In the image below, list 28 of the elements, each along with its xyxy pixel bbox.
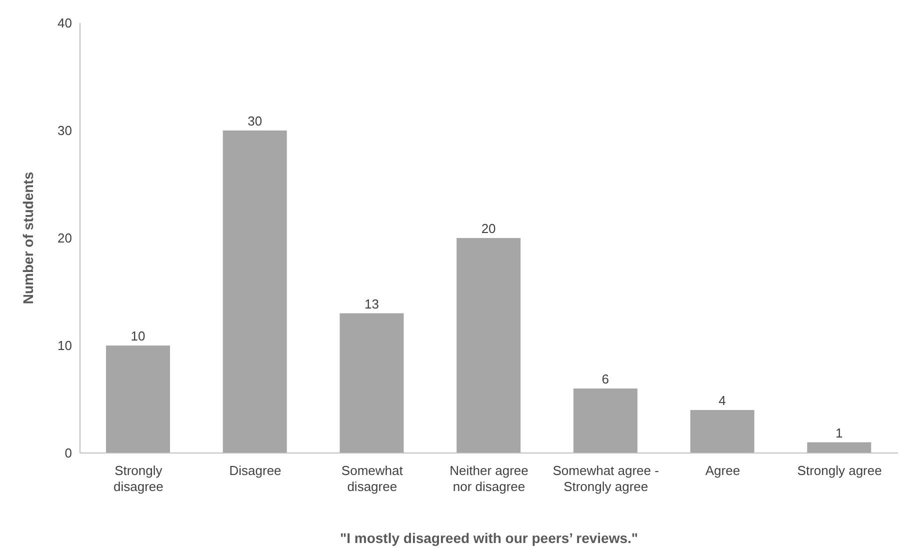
bar [573,388,638,453]
y-axis-title: Number of students [20,172,36,304]
data-label: 13 [364,296,379,312]
y-tick-label: 10 [58,338,72,354]
y-tick-label: 0 [64,446,72,461]
bar [106,346,170,453]
x-tick-label: Neither agree nor disagree [450,463,528,494]
x-tick-label: Somewhat disagree [341,463,404,494]
bar [340,313,404,453]
x-axis-title: "I mostly disagreed with our peers’ reviews." [340,530,638,546]
y-tick-label: 30 [58,123,72,138]
x-tick-label: Somewhat agree - Strongly agree [552,463,659,494]
data-label: 6 [602,372,610,386]
x-tick-label: Strongly disagree [113,463,164,494]
data-label: 20 [481,221,496,236]
bar [690,410,754,453]
y-tick-label: 20 [58,230,72,246]
x-tick-label: Agree [705,463,740,478]
bar [807,442,872,453]
data-label: 4 [718,393,726,408]
x-tick-label: Strongly agree [797,463,882,478]
data-label: 30 [248,114,262,128]
bar [456,238,521,453]
bar [222,130,287,453]
data-label: 10 [130,328,146,344]
y-tick-label: 40 [58,16,72,31]
x-tick-label: Disagree [229,463,282,478]
data-label: 1 [836,425,843,440]
